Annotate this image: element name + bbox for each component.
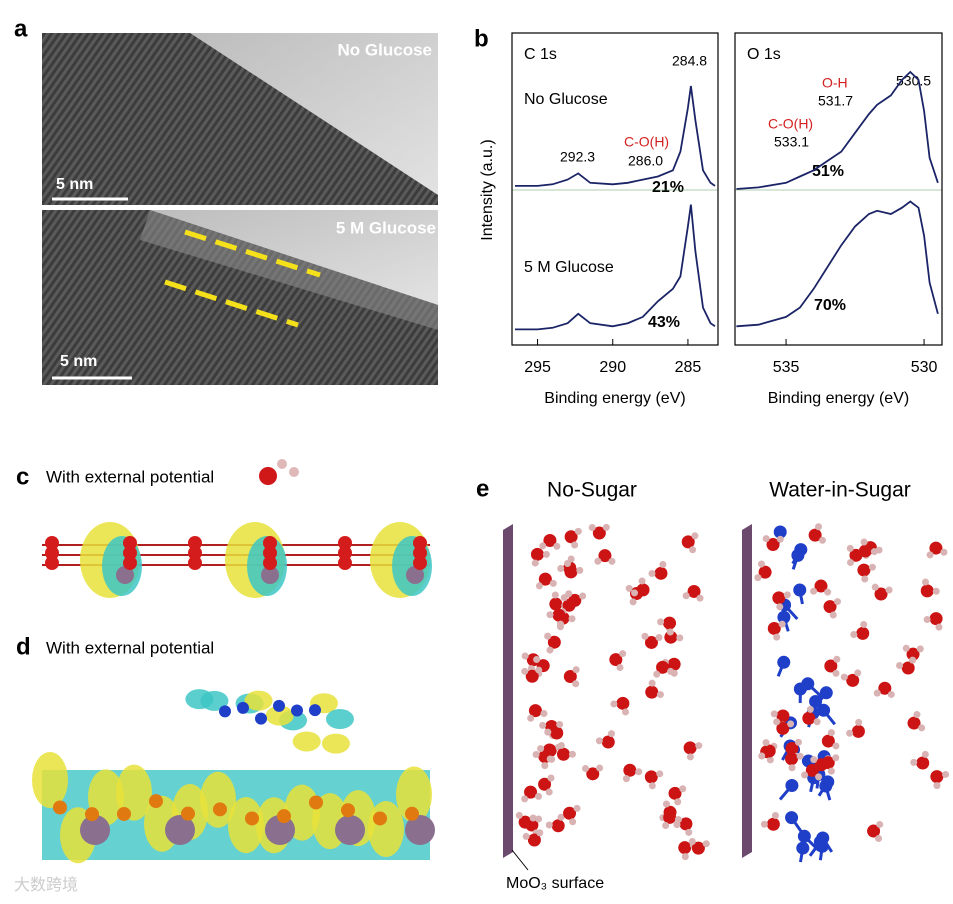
- spectrum: [515, 85, 716, 187]
- x-tick-label: 285: [675, 359, 702, 376]
- tem-label: 5 M Glucose: [336, 218, 436, 237]
- annotation: 70%: [814, 297, 846, 314]
- chart-title: O 1s: [747, 46, 781, 63]
- pointer: [511, 849, 529, 871]
- surface: [503, 524, 513, 858]
- x-tick-label: 295: [524, 359, 551, 376]
- panel-label: c: [16, 463, 29, 490]
- chart-title: C 1s: [524, 46, 557, 63]
- column-title: Water-in-Sugar: [769, 479, 911, 502]
- annotation: 43%: [648, 314, 680, 331]
- x-tick-label: 535: [773, 359, 800, 376]
- annotation: C-O(H): [624, 134, 669, 150]
- annotation: 533.1: [774, 134, 809, 150]
- x-tick-label: 530: [911, 359, 938, 376]
- plot-frame: [734, 32, 943, 346]
- charge-density-c: [42, 522, 432, 598]
- panel-label: d: [16, 633, 31, 660]
- annotation: 531.7: [818, 93, 853, 109]
- surface-label: MoO₃ surface: [506, 875, 604, 892]
- surface: [742, 524, 752, 858]
- water-icon: [259, 459, 299, 485]
- spectrum: [736, 200, 939, 328]
- y-axis-label: Intensity (a.u.): [479, 139, 496, 240]
- annotation: 292.3: [560, 149, 595, 165]
- watermark: 大数跨境: [14, 875, 78, 894]
- x-axis-label: Binding energy (eV): [544, 390, 685, 407]
- series-label: 5 M Glucose: [524, 259, 614, 276]
- spectrum: [515, 204, 716, 331]
- scale-label: 5 nm: [56, 176, 93, 193]
- panel-label: e: [476, 475, 489, 502]
- annotation: C-O(H): [768, 116, 813, 132]
- panel-caption: With external potential: [46, 638, 214, 657]
- annotation: 51%: [812, 163, 844, 180]
- panel-label: b: [474, 25, 489, 52]
- annotation: O-H: [822, 75, 848, 91]
- md-snapshot: [515, 523, 950, 863]
- spectrum: [736, 70, 939, 190]
- scale-label: 5 nm: [60, 353, 97, 370]
- tem-label: No Glucose: [338, 40, 432, 59]
- tem-images: [42, 33, 438, 385]
- column-title: No-Sugar: [547, 479, 637, 502]
- panel-label: a: [14, 15, 28, 42]
- x-tick-label: 290: [599, 359, 626, 376]
- plot-frame: [511, 32, 719, 346]
- charge-density-d: [32, 689, 435, 864]
- annotation: 286.0: [628, 153, 663, 169]
- panel-caption: With external potential: [46, 467, 214, 486]
- x-axis-label: Binding energy (eV): [768, 390, 909, 407]
- series-label: No Glucose: [524, 91, 608, 108]
- annotation: 284.8: [672, 53, 707, 69]
- annotation: 21%: [652, 179, 684, 196]
